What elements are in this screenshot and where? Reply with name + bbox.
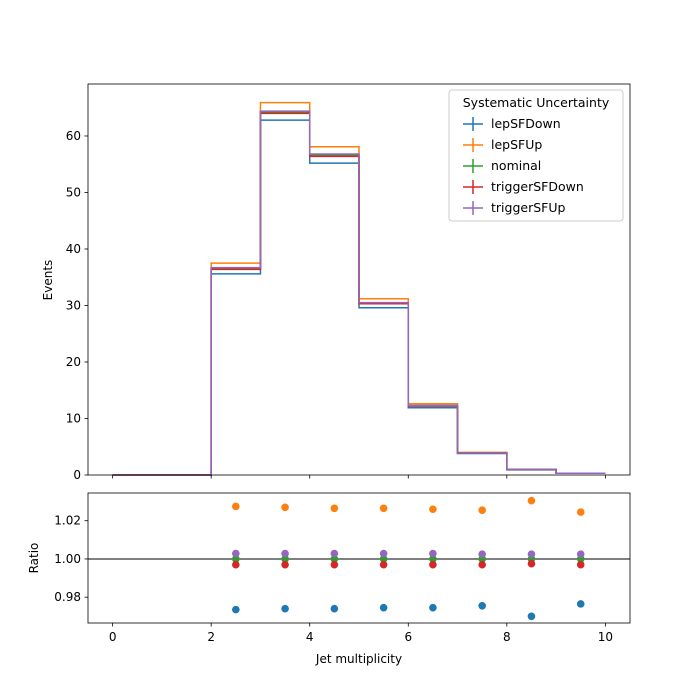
step-line-triggerSFUp xyxy=(112,110,606,476)
ratio-point-lepSFDown xyxy=(478,601,486,610)
ratio-points xyxy=(232,496,585,621)
ratio-point-triggerSFUp xyxy=(527,550,536,558)
bottom-y-tick-label: 1.02 xyxy=(54,514,81,528)
ratio-point-lepSFDown xyxy=(330,604,339,613)
ratio-point-triggerSFDown xyxy=(232,560,240,569)
legend-box xyxy=(448,89,624,222)
bottom-x-axis-ticks: 0 2 4 6 8 10 xyxy=(109,623,613,644)
ratio-point-nominal xyxy=(330,555,339,563)
ratio-point-lepSFUp xyxy=(527,496,536,505)
legend-label-lepSFDown: lepSFDown xyxy=(491,116,561,131)
legend-title: Systematic Uncertainty xyxy=(463,95,610,110)
ratio-point-lepSFUp xyxy=(281,503,289,512)
ratio-point-triggerSFDown xyxy=(379,560,388,569)
bottom-panel: 0.98 1.00 1.02 0 2 4 6 8 10 Ratio Jet multiplic… xyxy=(27,492,631,666)
ratio-point-lepSFUp xyxy=(232,502,240,511)
ratio-point-lepSFDown xyxy=(429,603,437,612)
ratio-point-lepSFDown xyxy=(281,604,289,613)
x-axis-label: Jet multiplicity xyxy=(315,652,402,666)
bottom-y-tick-label: 1.00 xyxy=(54,552,81,566)
ratio-point-triggerSFDown xyxy=(478,560,486,569)
bottom-x-tick-label: 4 xyxy=(306,630,314,644)
legend: Systematic Uncertainty lepSFDown lepSFUp n… xyxy=(448,89,624,222)
ratio-point-lepSFDown xyxy=(527,612,536,621)
bottom-y-axis-ticks: 0.98 1.00 1.02 xyxy=(54,514,88,604)
top-y-tick-label: 0 xyxy=(73,468,81,482)
ratio-point-triggerSFUp xyxy=(232,549,240,558)
bottom-plot-frame xyxy=(87,492,631,624)
ratio-point-nominal xyxy=(429,555,437,563)
ratio-point-triggerSFUp xyxy=(429,549,437,558)
ratio-point-triggerSFDown xyxy=(429,560,437,569)
ratio-point-triggerSFUp xyxy=(281,549,289,558)
top-y-tick-label: 40 xyxy=(66,242,81,256)
top-panel: 0 10 20 30 40 50 60 Events Systematic Uncertai… xyxy=(41,83,631,482)
ratio-point-lepSFUp xyxy=(330,504,339,513)
top-y-tick-label: 10 xyxy=(66,411,81,425)
ratio-point-nominal xyxy=(232,555,240,563)
ratio-point-triggerSFDown xyxy=(281,560,289,569)
ratio-point-lepSFUp xyxy=(429,505,437,514)
ratio-point-nominal xyxy=(379,555,388,563)
top-step-series xyxy=(112,101,606,476)
ratio-point-triggerSFDown xyxy=(576,560,585,569)
top-y-axis-ticks: 0 10 20 30 40 50 60 xyxy=(66,129,88,482)
top-x-axis-ticks xyxy=(112,475,606,479)
bottom-x-tick-label: 2 xyxy=(207,630,215,644)
ratio-point-triggerSFUp xyxy=(478,550,486,558)
bottom-y-axis-label: Ratio xyxy=(27,543,41,574)
bottom-x-tick-label: 0 xyxy=(109,630,117,644)
ratio-point-triggerSFDown xyxy=(527,559,536,568)
top-y-axis-label: Events xyxy=(41,260,55,301)
top-y-tick-label: 30 xyxy=(66,298,81,312)
legend-label-nominal: nominal xyxy=(491,158,541,173)
legend-label-lepSFUp: lepSFUp xyxy=(491,137,542,152)
legend-entries: lepSFDown lepSFUp nominal triggerSFDown trig… xyxy=(463,116,584,215)
top-y-tick-label: 20 xyxy=(66,355,81,369)
ratio-point-lepSFDown xyxy=(232,605,240,614)
bottom-x-tick-label: 6 xyxy=(404,630,412,644)
top-plot-frame xyxy=(87,83,631,476)
ratio-point-triggerSFDown xyxy=(330,560,339,569)
top-y-tick-label: 60 xyxy=(66,129,81,143)
ratio-point-lepSFUp xyxy=(379,504,388,513)
ratio-point-lepSFDown xyxy=(576,600,585,608)
ratio-point-triggerSFUp xyxy=(330,549,339,558)
ratio-point-lepSFUp xyxy=(478,506,486,515)
ratio-point-nominal xyxy=(281,555,289,563)
legend-label-triggerSFUp: triggerSFUp xyxy=(491,200,565,215)
ratio-point-lepSFDown xyxy=(379,603,388,612)
ratio-point-triggerSFUp xyxy=(379,549,388,558)
bottom-x-tick-label: 8 xyxy=(503,630,511,644)
legend-label-triggerSFDown: triggerSFDown xyxy=(491,179,584,194)
bottom-x-tick-label: 10 xyxy=(598,630,613,644)
ratio-point-lepSFUp xyxy=(576,508,585,516)
ratio-point-triggerSFUp xyxy=(576,550,585,558)
bottom-y-tick-label: 0.98 xyxy=(54,590,81,604)
top-y-tick-label: 50 xyxy=(66,185,81,199)
